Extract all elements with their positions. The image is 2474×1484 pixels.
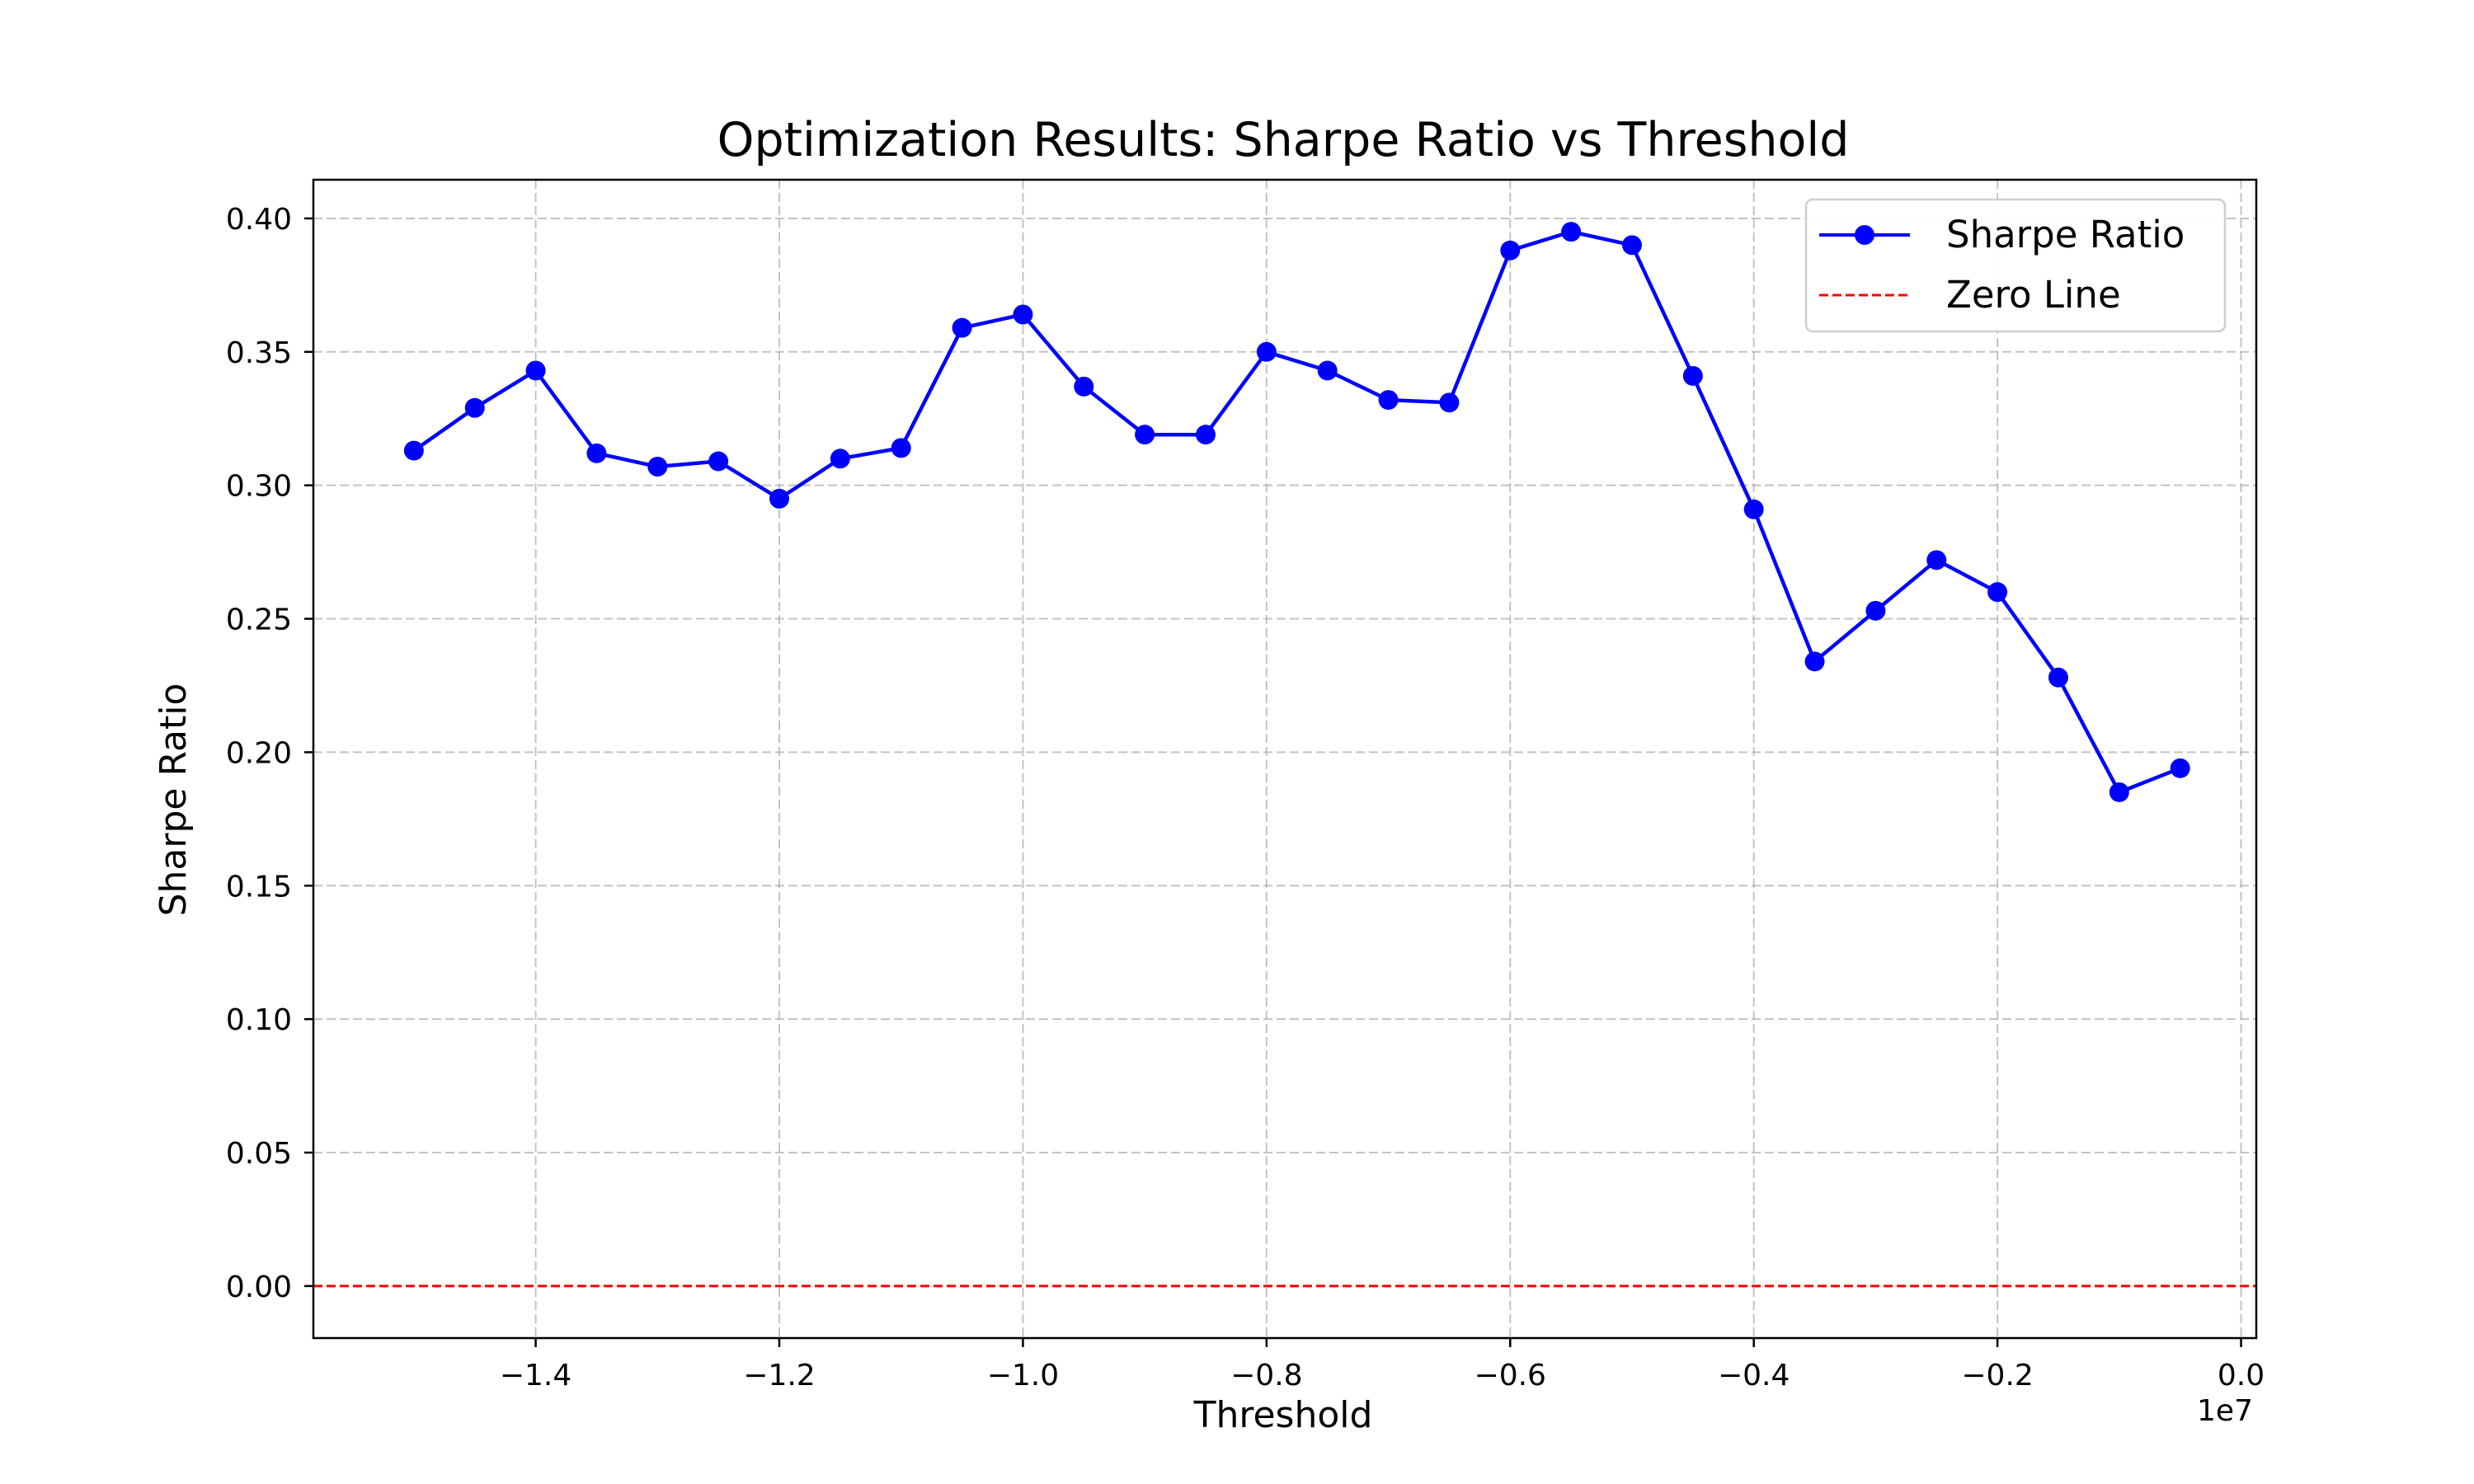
sharpe-ratio-point [1804,651,1825,672]
x-tick-label: −1.4 [500,1359,571,1392]
sharpe-ratio-point [1500,240,1521,261]
plot-frame [312,178,2258,1340]
sharpe-ratio-point [1865,600,1886,621]
chart-title: Optimization Results: Sharpe Ratio vs Th… [717,113,1850,167]
sharpe-ratio-point [1256,341,1277,362]
sharpe-ratio-point [1743,499,1764,519]
y-axis-label: Sharpe Ratio [153,683,195,917]
x-tick-label: −0.6 [1475,1359,1546,1392]
sharpe-ratio-point [1317,360,1338,381]
x-tick-label: −0.8 [1230,1359,1302,1392]
sharpe-ratio-point [1621,235,1642,256]
legend-frame [1804,198,2227,333]
x-axis-label: Threshold [1193,1394,1373,1436]
y-tick-label: 0.10 [226,1003,292,1037]
sharpe-ratio-point [708,451,729,472]
axes [312,178,2258,1340]
sharpe-ratio-point [1439,392,1460,413]
x-axis-ticks: −1.4 −1.2 −1.0 −0.8 −0.6 −0.4 −0.2 0.0 [500,1338,2265,1392]
y-tick-label: 0.20 [226,736,292,770]
sharpe-ratio-point [586,443,607,463]
sharpe-ratio-point [1135,425,1155,445]
sharpe-ratio-point [830,448,850,469]
legend-sharpe-marker [1855,225,1874,245]
x-tick-label: −0.2 [1961,1359,2033,1392]
x-axis-offset-label: 1e7 [2197,1394,2253,1428]
y-tick-label: 0.25 [226,603,292,637]
sharpe-ratio-point [1074,376,1094,397]
sharpe-ratio-point [2170,758,2190,778]
sharpe-ratio-point [769,488,789,509]
sharpe-ratio-point [1926,550,1947,571]
sharpe-ratio-point [647,457,668,477]
sharpe-ratio-point [1561,222,1582,242]
sharpe-ratio-point [403,440,424,461]
x-tick-label: −1.2 [743,1359,815,1392]
y-tick-label: 0.05 [226,1137,292,1171]
sharpe-ratio-point [1378,390,1399,411]
x-tick-label: 0.0 [2218,1359,2265,1392]
sharpe-ratio-point [1195,425,1216,445]
legend-sharpe-label: Sharpe Ratio [1946,213,2185,256]
y-tick-label: 0.00 [226,1270,292,1304]
y-tick-label: 0.35 [226,336,292,370]
grid [313,180,2256,1338]
sharpe-ratio-point [1013,304,1033,325]
sharpe-ratio-point [891,438,911,458]
series-layer [403,222,2190,802]
sharpe-ratio-point [2109,782,2129,802]
sharpe-ratio-point [952,317,972,338]
sharpe-ratio-point [1682,365,1703,386]
legend: Sharpe Ratio Zero Line [1804,198,2227,333]
sharpe-ratio-point [1987,582,2008,603]
sharpe-ratio-line [412,229,2181,795]
legend-zero-label: Zero Line [1946,273,2121,317]
x-tick-label: −1.0 [987,1359,1059,1392]
x-tick-label: −0.4 [1718,1359,1790,1392]
sharpe-ratio-point [464,397,485,418]
sharpe-ratio-point [2048,667,2068,688]
y-tick-label: 0.15 [226,870,292,904]
y-tick-label: 0.30 [226,470,292,504]
y-tick-label: 0.40 [226,203,292,237]
y-axis-ticks: 0.00 0.05 0.10 0.15 0.20 0.25 0.30 0.35 0.40 [226,203,313,1304]
sharpe-ratio-point [525,360,546,381]
